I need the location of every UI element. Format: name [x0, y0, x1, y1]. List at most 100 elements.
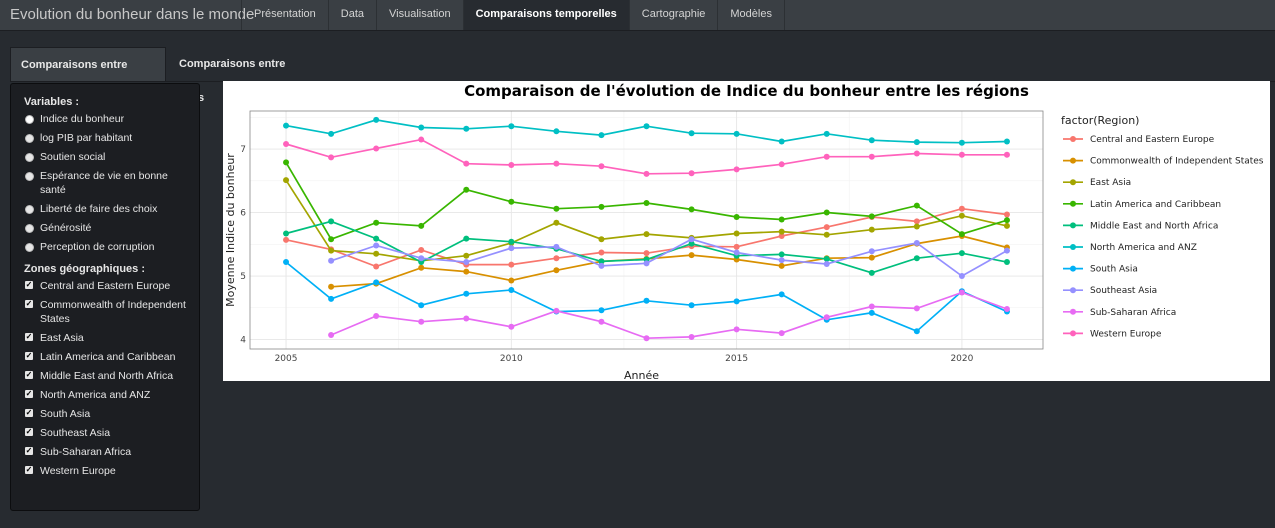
legend-title: factor(Region) [1061, 114, 1139, 127]
zone-option[interactable]: ✓ South Asia [24, 407, 195, 421]
zone-option[interactable]: ✓ East Asia [24, 331, 195, 345]
zone-option[interactable]: ✓ Western Europe [24, 464, 195, 478]
subtab-regions[interactable]: Comparaisons entre régions [10, 47, 166, 105]
checkbox-icon[interactable]: ✓ [25, 446, 33, 455]
nav-tab-data[interactable]: Data [327, 0, 376, 30]
data-point [373, 279, 380, 286]
data-point [868, 269, 875, 276]
zone-option[interactable]: ✓ Middle East and North Africa [24, 369, 195, 383]
legend-label: Sub-Saharan Africa [1090, 308, 1176, 318]
zone-label: Central and Eastern Europe [40, 280, 171, 292]
data-point [508, 277, 515, 284]
data-point [418, 264, 425, 271]
series-line [330, 291, 1008, 340]
zone-option[interactable]: ✓ Latin America and Caribbean [24, 350, 195, 364]
zone-option[interactable]: ✓ Central and Eastern Europe [24, 279, 195, 293]
data-point [688, 333, 695, 340]
zone-option[interactable]: ✓ Southeast Asia [24, 426, 195, 440]
checkbox-icon[interactable]: ✓ [25, 351, 33, 360]
checkbox-icon[interactable]: ✓ [25, 332, 33, 341]
nav-tab-visualisation[interactable]: Visualisation [376, 0, 463, 30]
data-point [418, 302, 425, 309]
zone-option[interactable]: ✓ North America and ANZ [24, 388, 195, 402]
data-point [508, 323, 515, 330]
data-point [958, 205, 965, 212]
y-tick-label: 6 [240, 209, 246, 219]
data-point [463, 186, 470, 193]
radio-icon[interactable] [25, 243, 34, 252]
data-point [643, 231, 650, 238]
radio-icon[interactable] [25, 115, 34, 124]
legend-key-point [1070, 308, 1076, 315]
checkbox-icon[interactable]: ✓ [25, 299, 33, 308]
data-point [463, 290, 470, 297]
series-line [331, 235, 1008, 288]
subtab-countries[interactable]: Comparaisons entre pays [179, 58, 286, 104]
series-line [330, 238, 1008, 278]
legend-label: South Asia [1090, 265, 1138, 275]
data-point [328, 332, 335, 339]
radio-icon[interactable] [25, 205, 34, 214]
legend-key-point [1070, 222, 1076, 229]
checkbox-icon[interactable]: ✓ [25, 280, 33, 289]
variable-option[interactable]: log PIB par habitant [24, 131, 195, 145]
data-point [778, 228, 785, 235]
variable-option[interactable]: Générosité [24, 221, 195, 235]
checkbox-icon[interactable]: ✓ [25, 465, 33, 474]
data-point [823, 130, 830, 137]
data-point [1003, 222, 1010, 229]
variable-option[interactable]: Liberté de faire des choix [24, 202, 195, 216]
x-tick-label: 2010 [500, 354, 523, 364]
checkbox-icon[interactable]: ✓ [25, 389, 33, 398]
y-tick-label: 4 [240, 335, 246, 345]
y-axis-title: Moyenne Indice du bonheur [224, 153, 237, 307]
plot-panel: 4 5 6 7 2005 2010 2015 2020 Année Moyenne Indice … [223, 81, 1270, 381]
data-point [508, 261, 515, 268]
data-point [868, 213, 875, 220]
variables-title: Variables : [24, 96, 80, 108]
data-point [373, 312, 380, 319]
data-point [958, 231, 965, 238]
nav-tab-comparaisons-temporelles[interactable]: Comparaisons temporelles [462, 0, 629, 30]
data-point [958, 139, 965, 146]
line-chart: 4 5 6 7 2005 2010 2015 2020 Année Moyenne Indice … [224, 110, 1264, 381]
data-point [868, 153, 875, 160]
nav-tab-modeles[interactable]: Modèles [717, 0, 785, 30]
nav-tab-presentation[interactable]: Présentation [241, 0, 328, 30]
data-point [868, 254, 875, 261]
checkbox-icon[interactable]: ✓ [25, 408, 33, 417]
variable-option[interactable]: Indice du bonheur [24, 112, 195, 126]
subtab-bar: Comparaisons entre régions Comparaisons … [10, 47, 1275, 105]
radio-icon[interactable] [25, 224, 34, 233]
nav-tab-cartographie[interactable]: Cartographie [628, 0, 718, 30]
data-point [643, 200, 650, 207]
data-point [328, 247, 335, 254]
data-point [598, 307, 605, 314]
data-point [688, 130, 695, 137]
legend-label: North America and ANZ [1090, 243, 1197, 253]
x-tick-label: 2020 [950, 354, 973, 364]
variable-option[interactable]: Soutien social [24, 150, 195, 164]
zone-option[interactable]: ✓ Sub-Saharan Africa [24, 445, 195, 459]
data-point [958, 273, 965, 280]
variable-option[interactable]: Perception de corruption [24, 240, 195, 254]
checkbox-icon[interactable]: ✓ [25, 370, 33, 379]
data-point [778, 251, 785, 258]
variable-option[interactable]: Espérance de vie en bonne santé [24, 169, 195, 197]
plot-border [249, 110, 1044, 350]
data-point [373, 116, 380, 123]
data-point [688, 206, 695, 213]
radio-icon[interactable] [25, 153, 34, 162]
radio-icon[interactable] [25, 172, 34, 181]
data-point [958, 212, 965, 219]
legend-label: Southeast Asia [1090, 286, 1157, 296]
zone-option[interactable]: ✓ Commonwealth of Independent States [24, 298, 195, 326]
data-point [733, 130, 740, 137]
radio-icon[interactable] [25, 134, 34, 143]
data-point [373, 242, 380, 249]
data-point [688, 252, 695, 259]
checkbox-icon[interactable]: ✓ [25, 427, 33, 436]
legend-key-point [1070, 200, 1076, 207]
zone-label: South Asia [40, 408, 91, 420]
data-point [373, 235, 380, 242]
